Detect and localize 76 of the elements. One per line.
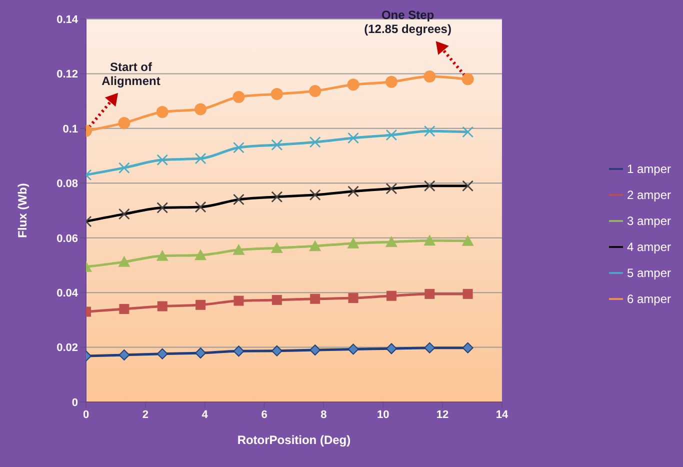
point (424, 234, 436, 246)
legend-label: 4 amper (626, 240, 671, 254)
legend-label: 5 amper (626, 266, 671, 280)
point (156, 250, 168, 261)
x-tick-label: 10 (376, 408, 390, 421)
x-tick-label: 4 (202, 408, 209, 421)
point (194, 152, 206, 164)
x-tick-label: 2 (142, 408, 148, 421)
x-tick-label: 12 (436, 408, 449, 421)
point (157, 301, 168, 312)
x-tick-label: 0 (82, 408, 90, 421)
point (234, 296, 244, 306)
point (232, 244, 245, 255)
y-tick-label: 0.08 (56, 178, 78, 190)
y-tick-label: 0.1 (62, 123, 78, 136)
point (348, 293, 358, 304)
point (233, 346, 244, 357)
point (118, 349, 130, 360)
point (309, 240, 322, 252)
point (386, 290, 396, 301)
point (385, 236, 398, 247)
point (194, 249, 207, 260)
x-axis-title: RotorPosition (Deg) (237, 433, 351, 447)
y-tick-label: 0 (72, 396, 78, 409)
point (462, 288, 473, 299)
legend-label: 2 amper (626, 188, 671, 202)
annotation: Start of Alignment (102, 60, 160, 88)
point (118, 116, 130, 129)
x-tick-label: 6 (261, 408, 268, 421)
point (462, 73, 474, 86)
point (270, 88, 283, 100)
point (270, 242, 283, 253)
point (272, 294, 282, 305)
point (233, 142, 244, 154)
point (156, 106, 168, 118)
point (462, 234, 474, 246)
point (118, 256, 130, 267)
point (310, 294, 320, 304)
point (271, 139, 283, 151)
point (386, 129, 398, 141)
legend-label: 6 amper (626, 292, 671, 306)
point (462, 126, 474, 138)
point (385, 76, 398, 88)
point (310, 344, 321, 356)
point (194, 103, 207, 116)
point (119, 304, 130, 314)
legend-label: 3 amper (626, 214, 671, 228)
point (156, 348, 168, 360)
point (196, 300, 206, 310)
y-axis-title: Flux (Wb) (15, 183, 30, 238)
point (424, 342, 436, 354)
legend-label: 1 amper (626, 162, 671, 176)
y-tick-label: 0.04 (56, 287, 79, 300)
point (348, 132, 359, 144)
point (195, 348, 206, 359)
point (347, 237, 360, 248)
point (348, 344, 359, 355)
point (309, 136, 321, 148)
point (232, 90, 245, 103)
point (462, 342, 474, 354)
point (424, 288, 435, 299)
y-tick-label: 0.12 (56, 68, 78, 81)
point (424, 125, 436, 137)
x-tick-label: 14 (496, 408, 509, 421)
y-tick-label: 0.06 (56, 232, 78, 245)
y-tick-label: 0.02 (56, 342, 78, 354)
annotation: One Step (12.85 degrees) (364, 8, 452, 36)
point (424, 70, 436, 82)
point (118, 162, 130, 174)
y-tick-label: 0.14 (56, 14, 79, 26)
point (271, 345, 282, 356)
point (386, 343, 397, 354)
point (156, 154, 168, 166)
x-tick-label: 8 (320, 408, 327, 421)
point (309, 84, 322, 97)
point (347, 78, 360, 91)
